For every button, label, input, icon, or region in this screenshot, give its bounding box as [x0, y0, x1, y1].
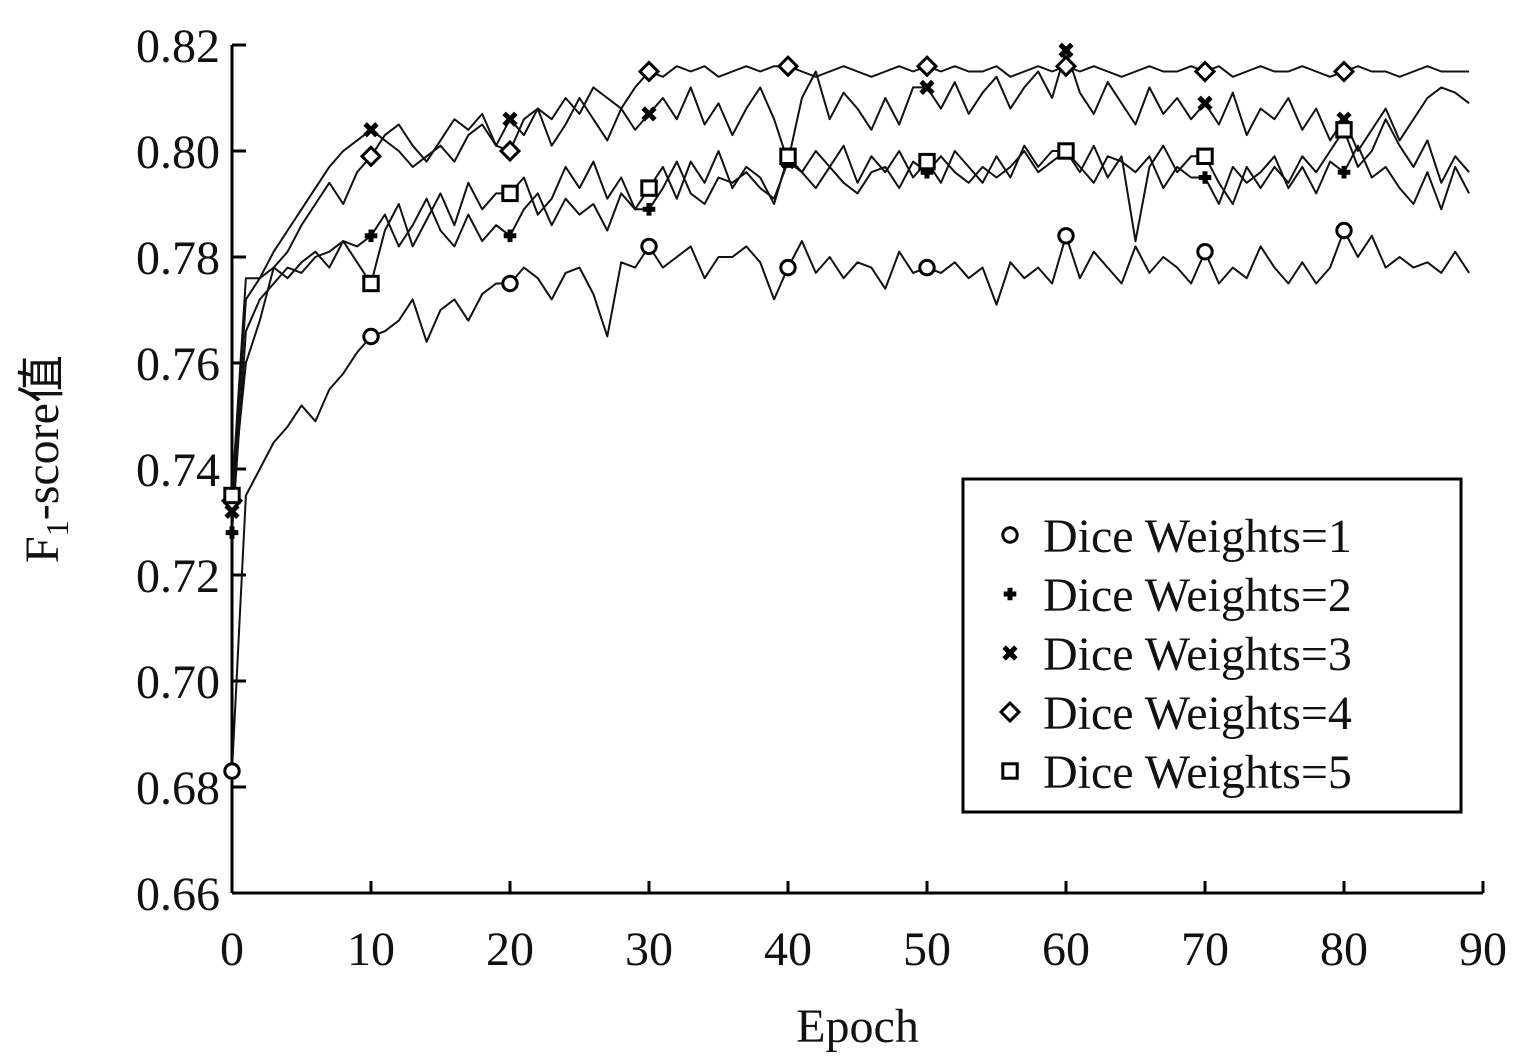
marker-square — [1196, 147, 1214, 166]
legend-label: Dice Weights=3 — [1043, 628, 1352, 681]
marker-diamond — [637, 60, 661, 83]
marker-plus — [1198, 171, 1212, 184]
x-tick-label: 10 — [347, 923, 395, 976]
x-tick-label: 70 — [1181, 923, 1229, 976]
marker-cross — [919, 79, 935, 96]
marker-circle — [1196, 243, 1214, 261]
series-line — [231, 65, 1470, 501]
y-tick-label: 0.72 — [136, 550, 220, 603]
series-line — [231, 49, 1470, 512]
y-axis-title: F1-score值 — [16, 355, 75, 563]
marker-circle — [640, 237, 658, 256]
marker-circle — [223, 762, 241, 780]
marker-square — [779, 147, 797, 166]
y-ticks: 0.66 0.68 0.70 0.72 0.74 0.76 0.78 0.80 0.82 — [136, 20, 246, 921]
x-tick-label: 50 — [903, 923, 951, 976]
marker-circle — [1335, 221, 1353, 240]
marker-circle — [918, 258, 936, 277]
marker-diamond — [359, 145, 383, 168]
y-axis-title-main: F — [16, 536, 69, 563]
series-line — [231, 144, 1470, 533]
series-lines — [231, 49, 1470, 772]
marker-diamond — [498, 139, 522, 163]
marker-plus — [503, 229, 517, 243]
marker-diamond — [1054, 55, 1078, 78]
x-tick-label: 40 — [764, 923, 812, 976]
marker-cross — [641, 106, 657, 122]
y-tick-label: 0.82 — [136, 20, 220, 73]
marker-square — [223, 486, 241, 505]
marker-cross — [1197, 95, 1213, 111]
marker-diamond — [1332, 60, 1356, 83]
y-tick-label: 0.66 — [136, 868, 220, 921]
x-tick-label: 0 — [220, 923, 244, 976]
marker-square — [501, 184, 519, 203]
marker-plus — [642, 203, 656, 216]
y-axis-title-subscript: 1 — [39, 520, 75, 536]
y-tick-label: 0.76 — [136, 338, 220, 391]
marker-square — [1335, 121, 1353, 139]
marker-cross — [1002, 645, 1018, 661]
legend-label: Dice Weights=4 — [1043, 687, 1352, 740]
legend-label: Dice Weights=5 — [1043, 746, 1352, 799]
x-tick-label: 30 — [625, 923, 673, 976]
series-markers — [220, 42, 1356, 780]
legend: Dice Weights=1 Dice Weights=2 Dice Weights… — [961, 477, 1463, 814]
legend-label: Dice Weights=1 — [1043, 510, 1352, 563]
marker-circle — [501, 274, 519, 293]
marker-diamond — [1193, 60, 1217, 83]
x-tick-label: 60 — [1042, 923, 1090, 976]
x-tick-label: 20 — [486, 923, 534, 976]
x-tick-label: 90 — [1459, 923, 1507, 976]
marker-diamond — [998, 700, 1022, 724]
marker-diamond — [776, 55, 800, 78]
x-tick-label: 80 — [1320, 923, 1368, 976]
y-tick-label: 0.74 — [136, 444, 220, 497]
series-line — [231, 118, 1470, 496]
marker-circle — [362, 327, 380, 346]
marker-plus — [1003, 587, 1017, 601]
y-tick-label: 0.68 — [136, 762, 220, 815]
axes: 0 10 20 30 40 50 60 70 80 90 0.66 0.68 0.70 0.72 0.74… — [136, 20, 1507, 976]
marker-cross — [1058, 42, 1074, 58]
marker-plus — [225, 526, 239, 539]
marker-cross — [363, 122, 379, 138]
legend-label: Dice Weights=2 — [1043, 569, 1352, 622]
series-line — [231, 229, 1470, 772]
marker-square — [918, 152, 936, 171]
legend-box — [961, 477, 1463, 814]
y-tick-label: 0.70 — [136, 656, 220, 709]
y-axis-title-rest: -score值 — [16, 355, 69, 520]
y-tick-label: 0.78 — [136, 232, 220, 285]
marker-circle — [1057, 227, 1075, 245]
x-axis-title: Epoch — [796, 1000, 919, 1053]
marker-plus — [1337, 165, 1351, 179]
marker-square — [640, 179, 658, 197]
marker-diamond — [915, 55, 939, 78]
marker-circle — [779, 258, 797, 277]
y-tick-label: 0.80 — [136, 126, 220, 179]
marker-square — [1057, 142, 1075, 160]
marker-circle — [1001, 526, 1019, 544]
marker-square — [362, 274, 380, 293]
marker-plus — [364, 229, 378, 243]
x-ticks: 0 10 20 30 40 50 60 70 80 90 — [220, 881, 1507, 976]
marker-square — [1001, 762, 1019, 780]
marker-cross — [502, 111, 518, 127]
